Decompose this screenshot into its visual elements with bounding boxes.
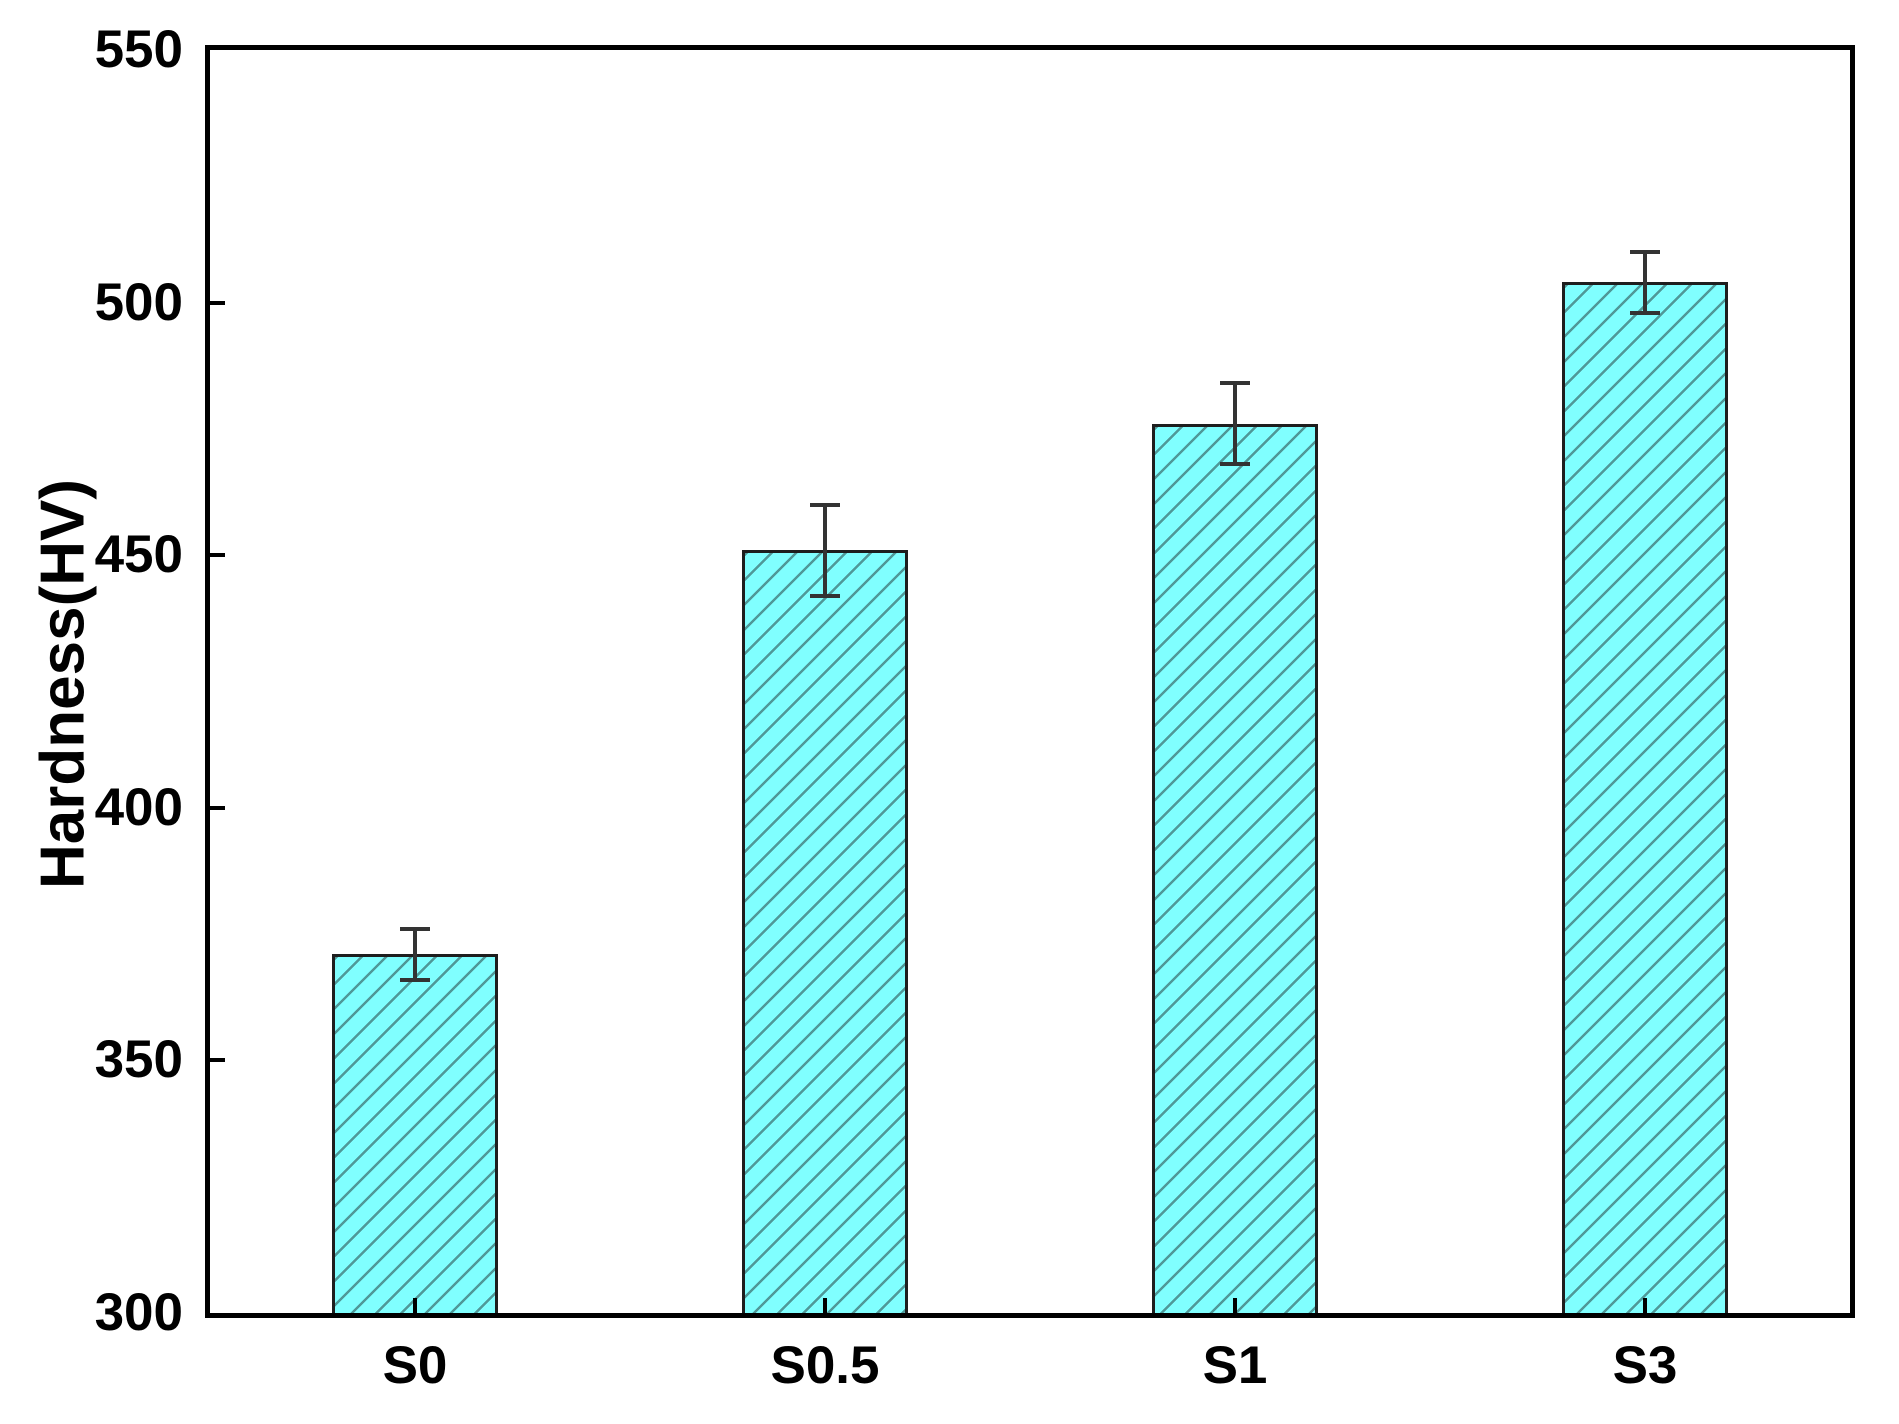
bar-s0-5 [742,550,908,1313]
y-tick-label: 450 [94,525,183,585]
error-bar-cap-top [400,927,430,932]
error-bar-cap-bottom [810,593,840,598]
y-tick-label: 300 [94,1283,183,1342]
error-bar-cap-bottom [1220,462,1250,467]
plot-area [205,45,1855,1318]
x-tick-mark [823,1298,827,1313]
error-bar-cap-top [810,502,840,507]
error-bar-cap-top [1220,381,1250,386]
x-tick-mark [1643,1298,1647,1313]
x-tick-label: S0 [382,1336,448,1395]
error-bar-line [413,929,417,980]
y-tick-mark [210,1058,225,1063]
error-bar-line [1233,383,1237,465]
x-tick-mark [413,1298,417,1313]
error-bar-line [1643,252,1647,313]
y-tick-label: 500 [94,272,183,332]
x-tick-label: S0.5 [770,1336,880,1395]
x-tick-label: S1 [1202,1336,1268,1395]
y-tick-mark [210,300,225,305]
bar-s1 [1152,423,1318,1313]
bar-s3 [1562,282,1728,1313]
error-bar-cap-top [1630,250,1660,255]
error-bar-cap-bottom [1630,310,1660,315]
y-tick-label: 400 [94,777,183,837]
bar-s0 [332,954,498,1313]
error-bar-cap-bottom [400,977,430,982]
y-tick-mark [210,553,225,558]
x-tick-label: S3 [1612,1336,1678,1395]
y-tick-label: 350 [94,1030,183,1090]
x-tick-mark [1233,1298,1237,1313]
error-bar-line [823,504,827,596]
y-tick-label: 550 [94,20,183,79]
y-tick-mark [210,805,225,810]
